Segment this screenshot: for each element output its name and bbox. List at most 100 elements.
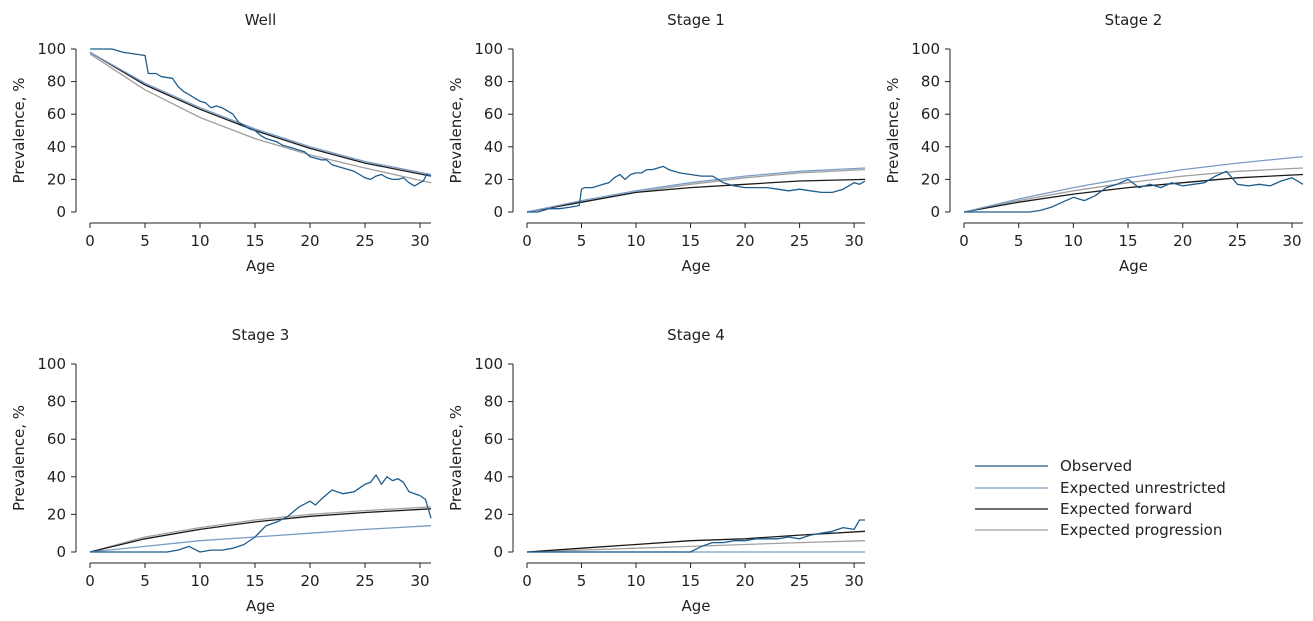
x-tick-label: 25 (355, 232, 374, 250)
y-tick-label: 0 (493, 543, 503, 561)
series-line-expected-forward (89, 51, 432, 177)
x-tick-label: 30 (410, 232, 429, 250)
y-tick-label: 80 (47, 393, 66, 411)
y-axis-label: Prevalence, % (884, 77, 902, 183)
y-tick-label: 60 (921, 105, 940, 123)
legend-label-observed: Observed (1060, 457, 1132, 475)
y-axis-label: Prevalence, % (447, 405, 465, 511)
x-tick-label: 30 (410, 572, 429, 590)
x-tick-label: 10 (626, 232, 645, 250)
y-tick-label: 60 (47, 105, 66, 123)
y-tick-label: 100 (37, 355, 66, 373)
x-tick-label: 10 (1064, 232, 1083, 250)
series-line-expected-unrestricted (89, 51, 432, 176)
y-tick-label: 100 (911, 40, 940, 58)
x-tick-label: 10 (190, 232, 209, 250)
legend-label-expected-forward: Expected forward (1060, 500, 1192, 518)
series-line-expected-unrestricted (526, 167, 866, 213)
x-tick-label: 15 (245, 572, 264, 590)
x-tick-label: 5 (140, 572, 150, 590)
y-tick-label: 20 (484, 170, 503, 188)
x-axis-label: Age (681, 257, 710, 275)
y-tick-label: 40 (484, 138, 503, 156)
x-tick-label: 20 (1173, 232, 1192, 250)
x-tick-label: 20 (736, 572, 755, 590)
x-axis-label: Age (1119, 257, 1148, 275)
y-tick-label: 20 (484, 505, 503, 523)
x-tick-label: 20 (300, 572, 319, 590)
panel-stage-3: Stage 3 0 20 40 60 80 100 0 5 10 15 20 25 30 Age Preval… (10, 326, 432, 615)
x-tick-label: 0 (522, 572, 532, 590)
panel-title-stage-4: Stage 4 (667, 326, 725, 344)
panel-well: Well 0 20 40 60 80 100 0 5 10 15 20 25 30 Age Prevalenc… (10, 11, 432, 275)
x-tick-label: 5 (577, 572, 587, 590)
panel-title-well: Well (245, 11, 277, 29)
x-axis-label: Age (681, 597, 710, 615)
x-tick-label: 25 (790, 572, 809, 590)
panel-title-stage-2: Stage 2 (1105, 11, 1163, 29)
series-line-expected-unrestricted (89, 525, 432, 553)
legend-label-expected-unrestricted: Expected unrestricted (1060, 479, 1226, 497)
x-tick-label: 25 (1228, 232, 1247, 250)
x-tick-label: 30 (845, 232, 864, 250)
y-tick-label: 0 (56, 203, 66, 221)
y-tick-label: 40 (47, 468, 66, 486)
panel-title-stage-3: Stage 3 (232, 326, 290, 344)
series-line-expected-forward (526, 530, 866, 553)
series-line-expected-progression (89, 53, 432, 184)
series-line-observed (90, 48, 432, 187)
y-tick-label: 40 (921, 138, 940, 156)
series-line-expected-forward (526, 178, 866, 213)
x-tick-label: 0 (522, 232, 532, 250)
y-tick-label: 100 (474, 355, 503, 373)
y-tick-label: 80 (484, 73, 503, 91)
y-tick-label: 60 (484, 430, 503, 448)
x-tick-label: 0 (959, 232, 969, 250)
series-line-expected-forward (963, 173, 1304, 213)
y-tick-label: 0 (493, 203, 503, 221)
y-axis-label: Prevalence, % (10, 77, 28, 183)
y-axis-label: Prevalence, % (447, 77, 465, 183)
x-tick-label: 15 (245, 232, 264, 250)
x-tick-label: 5 (140, 232, 150, 250)
x-axis-label: Age (246, 597, 275, 615)
series-line-observed (527, 519, 865, 553)
y-tick-label: 40 (484, 468, 503, 486)
x-tick-label: 0 (85, 232, 95, 250)
y-tick-label: 20 (47, 505, 66, 523)
panel-stage-1: Stage 1 0 20 40 60 80 100 0 5 10 15 20 25 30 Age Preval… (447, 11, 866, 275)
y-tick-label: 60 (47, 430, 66, 448)
x-tick-label: 10 (626, 572, 645, 590)
x-tick-label: 20 (300, 232, 319, 250)
y-tick-label: 100 (37, 40, 66, 58)
y-tick-label: 60 (484, 105, 503, 123)
series-line-observed (964, 170, 1304, 213)
panel-stage-4: Stage 4 0 20 40 60 80 100 0 5 10 15 20 25 30 Age Preval… (447, 326, 866, 615)
x-tick-label: 15 (681, 232, 700, 250)
x-tick-label: 15 (681, 572, 700, 590)
y-tick-label: 40 (47, 138, 66, 156)
y-tick-label: 80 (47, 73, 66, 91)
x-tick-label: 5 (577, 232, 587, 250)
series-line-expected-forward (89, 508, 432, 553)
x-tick-label: 25 (355, 572, 374, 590)
panel-title-stage-1: Stage 1 (667, 11, 725, 29)
x-tick-label: 5 (1014, 232, 1024, 250)
x-tick-label: 0 (85, 572, 95, 590)
series-line-expected-progression (963, 167, 1304, 213)
x-tick-label: 20 (736, 232, 755, 250)
legend-label-expected-progression: Expected progression (1060, 521, 1222, 539)
panel-stage-2: Stage 2 0 20 40 60 80 100 0 5 10 15 20 25 30 Age Preval… (884, 11, 1304, 275)
x-axis-label: Age (246, 257, 275, 275)
y-tick-label: 20 (47, 170, 66, 188)
x-tick-label: 10 (190, 572, 209, 590)
legend: Observed Expected unrestricted Expected … (975, 457, 1226, 539)
y-tick-label: 100 (474, 40, 503, 58)
x-tick-label: 30 (845, 572, 864, 590)
series-line-observed (90, 474, 432, 553)
y-tick-label: 0 (930, 203, 940, 221)
x-tick-label: 25 (790, 232, 809, 250)
y-tick-label: 20 (921, 170, 940, 188)
